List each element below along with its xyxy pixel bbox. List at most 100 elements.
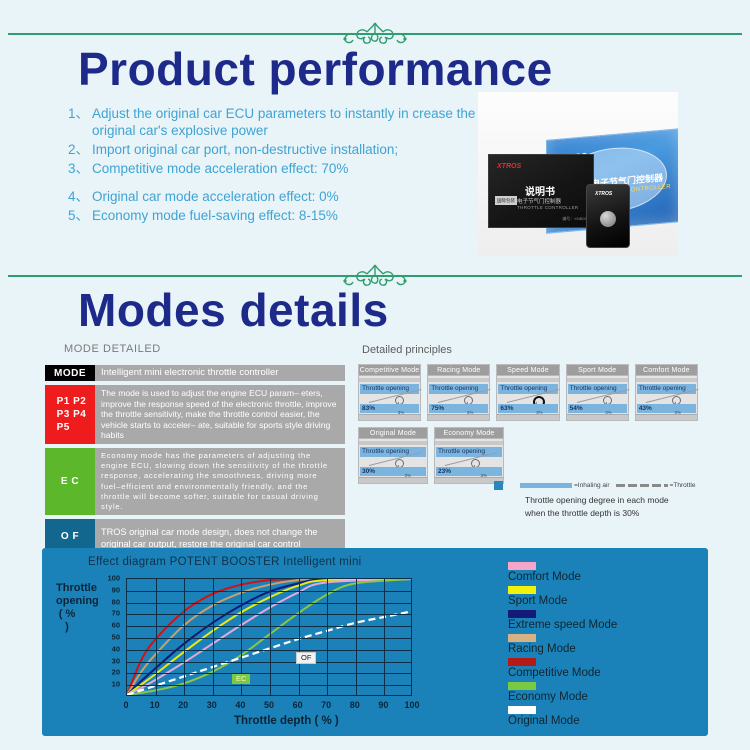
card-body: Throttle opening 43% 3% (634, 375, 699, 421)
card-axis-note: 3% (404, 473, 411, 478)
chart-legend-item: Racing Mode (508, 634, 698, 656)
card-value: 83% (360, 404, 420, 413)
card-bottom-bar (359, 477, 427, 483)
card-title: Original Mode (358, 427, 428, 438)
legend-swatch-row: =Inhaling air =Throttle (520, 482, 720, 489)
list-item: 2、 Import original car port, non-destruc… (68, 141, 478, 158)
chart-gridline-horizontal (127, 590, 411, 592)
chart-x-tick: 100 (404, 700, 420, 710)
filigree-ornament-icon (343, 22, 407, 44)
card-title: Comfort Mode (634, 364, 699, 375)
product-photo: XTROS 电子节气门控制器 THROTTLE CONTROLLER XTROS… (478, 92, 678, 256)
card-top-bar (359, 441, 427, 445)
principle-card: Racing Mode Throttle opening 75% 3% (427, 364, 491, 421)
table-row-key-label: P1 P2 P3 P4 P5 (56, 395, 87, 433)
chart-series-extreme-speed-mode (127, 579, 411, 695)
product-manual: XTROS 国际包装 说明书 电子节气门控制器 THROTTLE CONTROL… (488, 154, 594, 228)
device-knob-icon (600, 211, 616, 227)
list-item-text: Import original car port, non-destructiv… (92, 142, 399, 157)
chart-legend-swatch-icon (508, 562, 536, 570)
card-throttle-opening-label: Throttle opening (429, 384, 489, 394)
principle-card: Comfort Mode Throttle opening 43% 3% (634, 364, 699, 421)
legend-throttle-label: =Throttle (669, 482, 696, 489)
card-value: 23% (436, 467, 502, 476)
card-throttle-opening-label: Throttle opening (436, 447, 502, 457)
card-bottom-bar (359, 414, 421, 420)
card-throttle-opening-label: Throttle opening (498, 384, 558, 394)
divider-ornament-middle (0, 262, 750, 288)
chart-legend-label: Comfort Mode (508, 571, 581, 583)
throttle-controller-device: XTROS (586, 184, 630, 248)
chart-y-axis-title: Throttle opening ( % ) (56, 582, 99, 633)
chart-y-tick: 60 (111, 620, 120, 630)
chart-legend-swatch-icon (508, 586, 536, 594)
inhaling-air-swatch-icon (520, 483, 572, 488)
card-throttle-opening-label: Throttle opening (636, 384, 697, 394)
principle-card-row-2: Original Mode Throttle opening 30% 3% Ec… (358, 427, 698, 484)
chart-x-tick: 90 (378, 700, 389, 710)
chart-x-tick: 30 (206, 700, 217, 710)
chart-gridline-vertical (270, 579, 271, 695)
table-row: E C Economy mode has the parameters of a… (45, 447, 345, 516)
chart-legend-swatch-icon (508, 634, 536, 642)
card-value: 43% (636, 404, 697, 413)
chart-gridline-vertical (184, 579, 186, 695)
chart-gridline-horizontal (127, 614, 411, 616)
chart-legend-item: Economy Mode (508, 682, 698, 704)
chart-gridline-vertical (355, 579, 357, 695)
card-axis-note: 3% (397, 410, 405, 415)
principle-card: Sport Mode Throttle opening 54% 3% (565, 364, 630, 421)
card-throttle-opening-label: Throttle opening (360, 384, 420, 394)
chart-series-economy-mode (127, 579, 411, 695)
label-detailed-principles: Detailed principles (362, 344, 452, 356)
chart-y-tick: 20 (111, 667, 120, 677)
chart-legend-item: Original Mode (508, 706, 698, 728)
chart-curves (127, 579, 411, 695)
table-row-value: Intelligent mini electronic throttle con… (95, 365, 345, 381)
legend-blue-square-icon (494, 481, 503, 490)
divider-rule (8, 33, 742, 35)
chart-gridline-horizontal (127, 649, 411, 651)
principle-card: Economy Mode Throttle opening 23% 3% (434, 427, 504, 484)
card-title: Sport Mode (565, 364, 629, 375)
card-title: Speed Mode (496, 364, 560, 375)
filigree-ornament-icon (343, 264, 407, 286)
card-value: 75% (429, 404, 489, 413)
card-bottom-bar (566, 414, 628, 420)
chart-gridline-vertical (384, 579, 386, 695)
chart-legend-item: Extreme speed Mode (508, 610, 698, 632)
chart-legend-swatch-icon (508, 610, 536, 618)
chart-gridline-horizontal (127, 638, 411, 639)
chart-annotation-ec: EC (232, 674, 251, 684)
card-body: Throttle opening 83% 3% (358, 375, 422, 421)
list-item-number: 5、 (68, 208, 90, 223)
card-axis-note: 3% (674, 410, 682, 415)
manual-subtitle-cn: 电子节气门控制器 (517, 199, 562, 205)
chart-y-tick: 70 (111, 608, 120, 618)
principle-card: Original Mode Throttle opening 30% 3% (358, 427, 428, 484)
card-top-bar (435, 441, 503, 445)
chart-legend-swatch-icon (508, 658, 536, 666)
list-item-number: 3、 (68, 161, 90, 176)
manual-serial: 编号：XNB01 (562, 216, 587, 221)
legend-caption: Throttle opening degree in each mode whe… (525, 494, 725, 520)
card-top-bar (566, 378, 628, 382)
chart-x-tick: 70 (321, 700, 332, 710)
principle-card: Competitive Mode Throttle opening 83% 3% (358, 364, 422, 421)
device-brand-logo: XTROS (595, 191, 613, 197)
throttle-swatch-icon (615, 484, 668, 487)
legend-caption-line2: when the throttle depth is 30% (525, 508, 640, 518)
chart-gridline-vertical (212, 579, 214, 695)
chart-x-tick: 0 (123, 700, 129, 710)
chart-legend-label: Economy Mode (508, 691, 588, 703)
chart-gridline-vertical (155, 579, 157, 695)
chart-gridline-horizontal (127, 602, 411, 604)
list-item: 3、 Competitive mode acceleration effect:… (68, 160, 478, 177)
list-item: 5、 Economy mode fuel-saving effect: 8-15… (68, 207, 478, 224)
divider-ornament-top (0, 20, 750, 46)
label-mode-detailed: MODE DETAILED (64, 343, 161, 355)
list-item: 4、 Original car mode acceleration effect… (68, 188, 478, 205)
card-body: Throttle opening 75% 3% (427, 375, 491, 421)
chart-y-tick: 100 (107, 573, 120, 583)
card-axis-note: 3% (536, 410, 543, 415)
